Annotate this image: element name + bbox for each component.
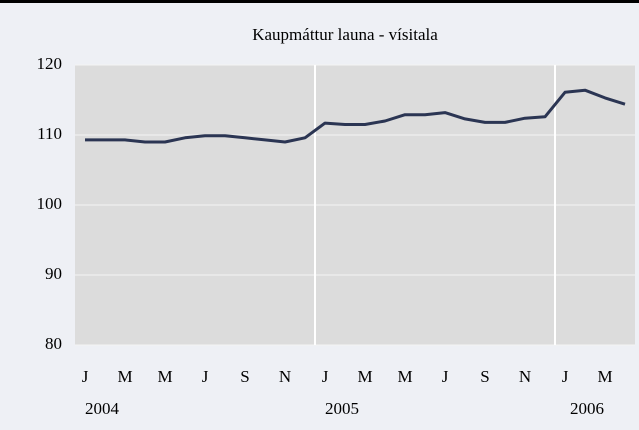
x-tick-label: J: [562, 367, 569, 386]
x-tick-label: N: [279, 367, 291, 386]
y-tick-label: 120: [37, 54, 63, 73]
y-tick-label: 100: [37, 194, 63, 213]
x-tick-label: M: [357, 367, 372, 386]
x-tick-label: M: [157, 367, 172, 386]
y-tick-label: 90: [45, 264, 62, 283]
x-tick-label: M: [597, 367, 612, 386]
year-label: 2005: [325, 399, 359, 418]
year-label: 2006: [570, 399, 604, 418]
y-tick-label: 80: [45, 334, 62, 353]
year-label: 2004: [85, 399, 120, 418]
x-tick-label: J: [202, 367, 209, 386]
x-tick-label: J: [322, 367, 329, 386]
x-tick-label: M: [397, 367, 412, 386]
x-tick-label: M: [117, 367, 132, 386]
top-rule: [0, 0, 639, 3]
x-tick-label: S: [480, 367, 489, 386]
x-tick-label: J: [82, 367, 89, 386]
x-tick-label: J: [442, 367, 449, 386]
x-tick-label: N: [519, 367, 531, 386]
data-line: [85, 88, 626, 144]
y-tick-label: 110: [37, 124, 62, 143]
chart-title: Kaupmáttur launa - vísitala: [252, 25, 438, 44]
x-tick-label: S: [240, 367, 249, 386]
